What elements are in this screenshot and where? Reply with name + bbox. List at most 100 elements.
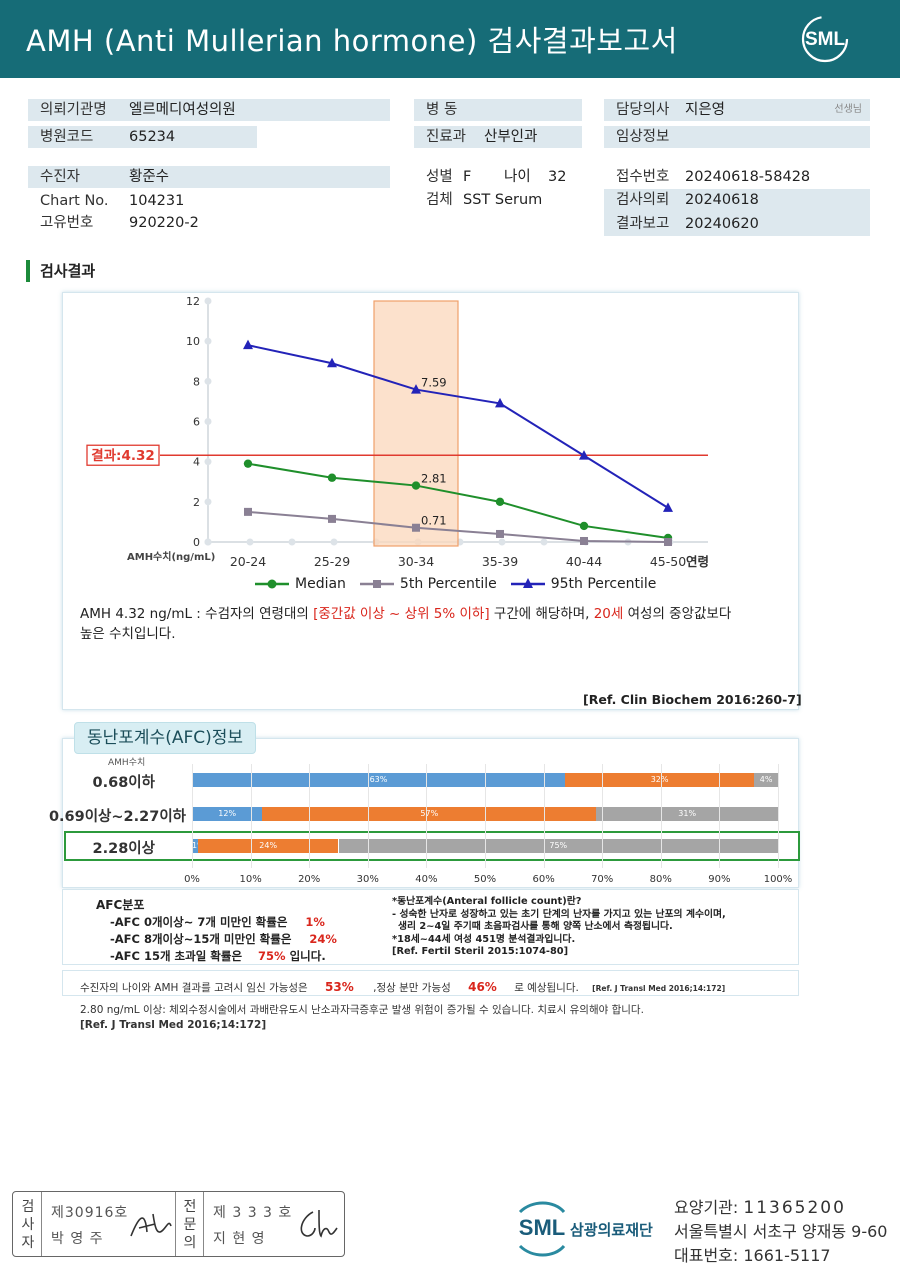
signer1-signature xyxy=(130,1213,172,1237)
series-line xyxy=(247,462,669,539)
afc-gridline xyxy=(543,764,545,868)
afc-axis-label: 20% xyxy=(298,874,321,885)
y-tick-dot xyxy=(204,498,212,506)
data-point xyxy=(411,481,421,490)
data-point xyxy=(664,538,672,546)
y-tick-label: 2 xyxy=(193,496,200,509)
x-tick-label: 40-44 xyxy=(566,554,602,569)
hospital-code-label: 병원코드 xyxy=(40,129,94,145)
interp-age: 20세 xyxy=(593,606,624,622)
data-point xyxy=(496,529,504,538)
svg-text:SML: SML xyxy=(519,1215,565,1240)
dept-value: 산부인과 xyxy=(484,129,538,145)
y-tick-label: 0 xyxy=(193,536,200,549)
data-point xyxy=(243,339,253,350)
report-header: AMH (Anti Mullerian hormone) 검사결과보고서 SML xyxy=(0,0,900,78)
warning-line: 2.80 ng/mL 이상: 체외수정시술에서 과배란유도시 난소과자극증후군 … xyxy=(80,1004,644,1016)
report-label: 결과보고 xyxy=(616,216,670,232)
interp-part4: 높은 수치입니다. xyxy=(80,626,176,642)
prob-part1: 수진자의 나이와 AMH 결과를 고려시 임신 가능성은 xyxy=(80,982,308,994)
data-point xyxy=(327,357,337,368)
institution-value: 엘르메디여성의원 xyxy=(129,102,236,118)
afc-axis-label: 80% xyxy=(649,874,672,885)
legend-marker xyxy=(359,580,394,588)
id-label: 고유번호 xyxy=(40,215,94,231)
warning-reference: [Ref. J Transl Med 2016;14:172] xyxy=(80,1019,267,1031)
afc-tab: 동난포계수(AFC)정보 xyxy=(74,722,257,754)
amh-chart: 0 2 4 6 8 10 12 20-24 25-29 30-34 35-39 40-44 45-50 연… xyxy=(86,295,709,569)
legend-item: 5th Percentile xyxy=(359,576,497,592)
x-tick-dot xyxy=(204,538,212,546)
y-tick-dot xyxy=(204,337,212,345)
data-point xyxy=(663,502,673,512)
highlight-band: 결과:4.32 xyxy=(86,300,708,547)
afc-gridline xyxy=(719,764,721,868)
series-line xyxy=(247,510,669,543)
report-value: 20240620 xyxy=(685,216,759,232)
afc-gridline xyxy=(602,764,604,868)
afc-highlight-box xyxy=(64,831,800,861)
afc-dist-line1: -AFC 0개이상~ 7개 미만인 확률은 1% xyxy=(110,915,325,929)
afc-gridline xyxy=(660,764,662,868)
data-point xyxy=(579,450,589,460)
request-label: 검사의뢰 xyxy=(616,192,670,208)
doctor-row: 담당의사 지은영 선생님 xyxy=(604,99,870,121)
x-tick-label: 20-24 xyxy=(230,554,266,569)
afc-dist-line2: -AFC 8개이상~15개 미만인 확률은 24% xyxy=(110,932,337,946)
afc-axis-label: 90% xyxy=(708,874,731,885)
probability-line: 수진자의 나이와 AMH 결과를 고려시 임신 가능성은 53% ,정상 분만 … xyxy=(80,980,725,995)
afc-dist-v1: 1% xyxy=(305,915,325,929)
id-value: 920220-2 xyxy=(129,215,199,231)
afc-gridline xyxy=(192,764,193,868)
legend-label: Median xyxy=(295,576,346,592)
afc-axis-label: 10% xyxy=(239,874,262,885)
svg-text:SML: SML xyxy=(805,29,846,50)
y-tick-dot xyxy=(204,418,212,425)
afc-gridline xyxy=(309,764,311,868)
interp-part3: 여성의 중앙값보다 xyxy=(623,606,732,622)
afc-def-line2: - 성숙한 난자로 성장하고 있는 초기 단계의 난자를 가지고 있는 난포의 … xyxy=(392,908,726,920)
request-row: 검사의뢰 20240618 xyxy=(604,189,870,211)
clinical-label: 임상정보 xyxy=(616,129,670,145)
afc-bar-segment: 63% xyxy=(192,773,565,787)
afc-axis-label: 50% xyxy=(473,874,497,885)
series-95th-percentile xyxy=(243,339,673,512)
afc-dist-v2: 24% xyxy=(309,932,337,946)
afc-bar-segment: 75% xyxy=(338,839,778,853)
dept-row: 진료과 산부인과 xyxy=(414,126,582,148)
x-tick-label: 35-39 xyxy=(482,554,518,569)
legend-item: 95th Percentile xyxy=(510,576,656,592)
afc-bar-segment: 57% xyxy=(262,807,597,821)
doctor-suffix: 선생님 xyxy=(834,104,862,115)
afc-gridline xyxy=(485,764,486,868)
x-tick-dot xyxy=(246,538,254,546)
patient-value: 황준수 xyxy=(129,169,170,185)
data-point xyxy=(411,384,421,394)
chart-labels: 7.59 2.81 0.71 xyxy=(421,376,447,528)
chart-series xyxy=(243,339,673,546)
afc-def-line3: 생리 2~4일 주기때 초음파검사를 통해 양쪽 난소에서 측정됩니다. xyxy=(398,921,673,932)
institution-label: 의뢰기관명 xyxy=(40,102,107,118)
data-label: 0.71 xyxy=(421,514,447,528)
x-tick-dot xyxy=(498,538,506,546)
afc-dist-v3: 75% xyxy=(258,949,286,963)
age-value: 32 xyxy=(548,169,567,185)
signer1-number: 제30916호 xyxy=(51,1205,129,1221)
result-label: 결과:4.32 xyxy=(91,447,155,464)
request-report-block: 검사의뢰 20240618 결과보고 20240620 xyxy=(604,189,870,236)
afc-amh-label: AMH수치 xyxy=(108,758,146,768)
hospital-code-value: 65234 xyxy=(129,129,176,145)
specimen-value: SST Serum xyxy=(463,192,543,208)
ward-label: 병 동 xyxy=(426,102,458,118)
ohss-warning: 2.80 ng/mL 이상: 체외수정시술에서 과배란유도시 난소과자극증후군 … xyxy=(80,1003,644,1033)
id-row: 고유번호 920220-2 xyxy=(28,212,390,234)
legend-label: 5th Percentile xyxy=(399,576,497,592)
x-tick-dot xyxy=(330,538,338,546)
institution-row: 의뢰기관명 엘르메디여성의원 xyxy=(28,99,390,121)
data-point xyxy=(580,536,588,545)
series-line xyxy=(247,344,669,509)
afc-def-line5: [Ref. Fertil Steril 2015:1074-80] xyxy=(392,946,569,957)
afc-def-line1: *동난포계수(Anteral follicle count)란? xyxy=(392,896,582,907)
